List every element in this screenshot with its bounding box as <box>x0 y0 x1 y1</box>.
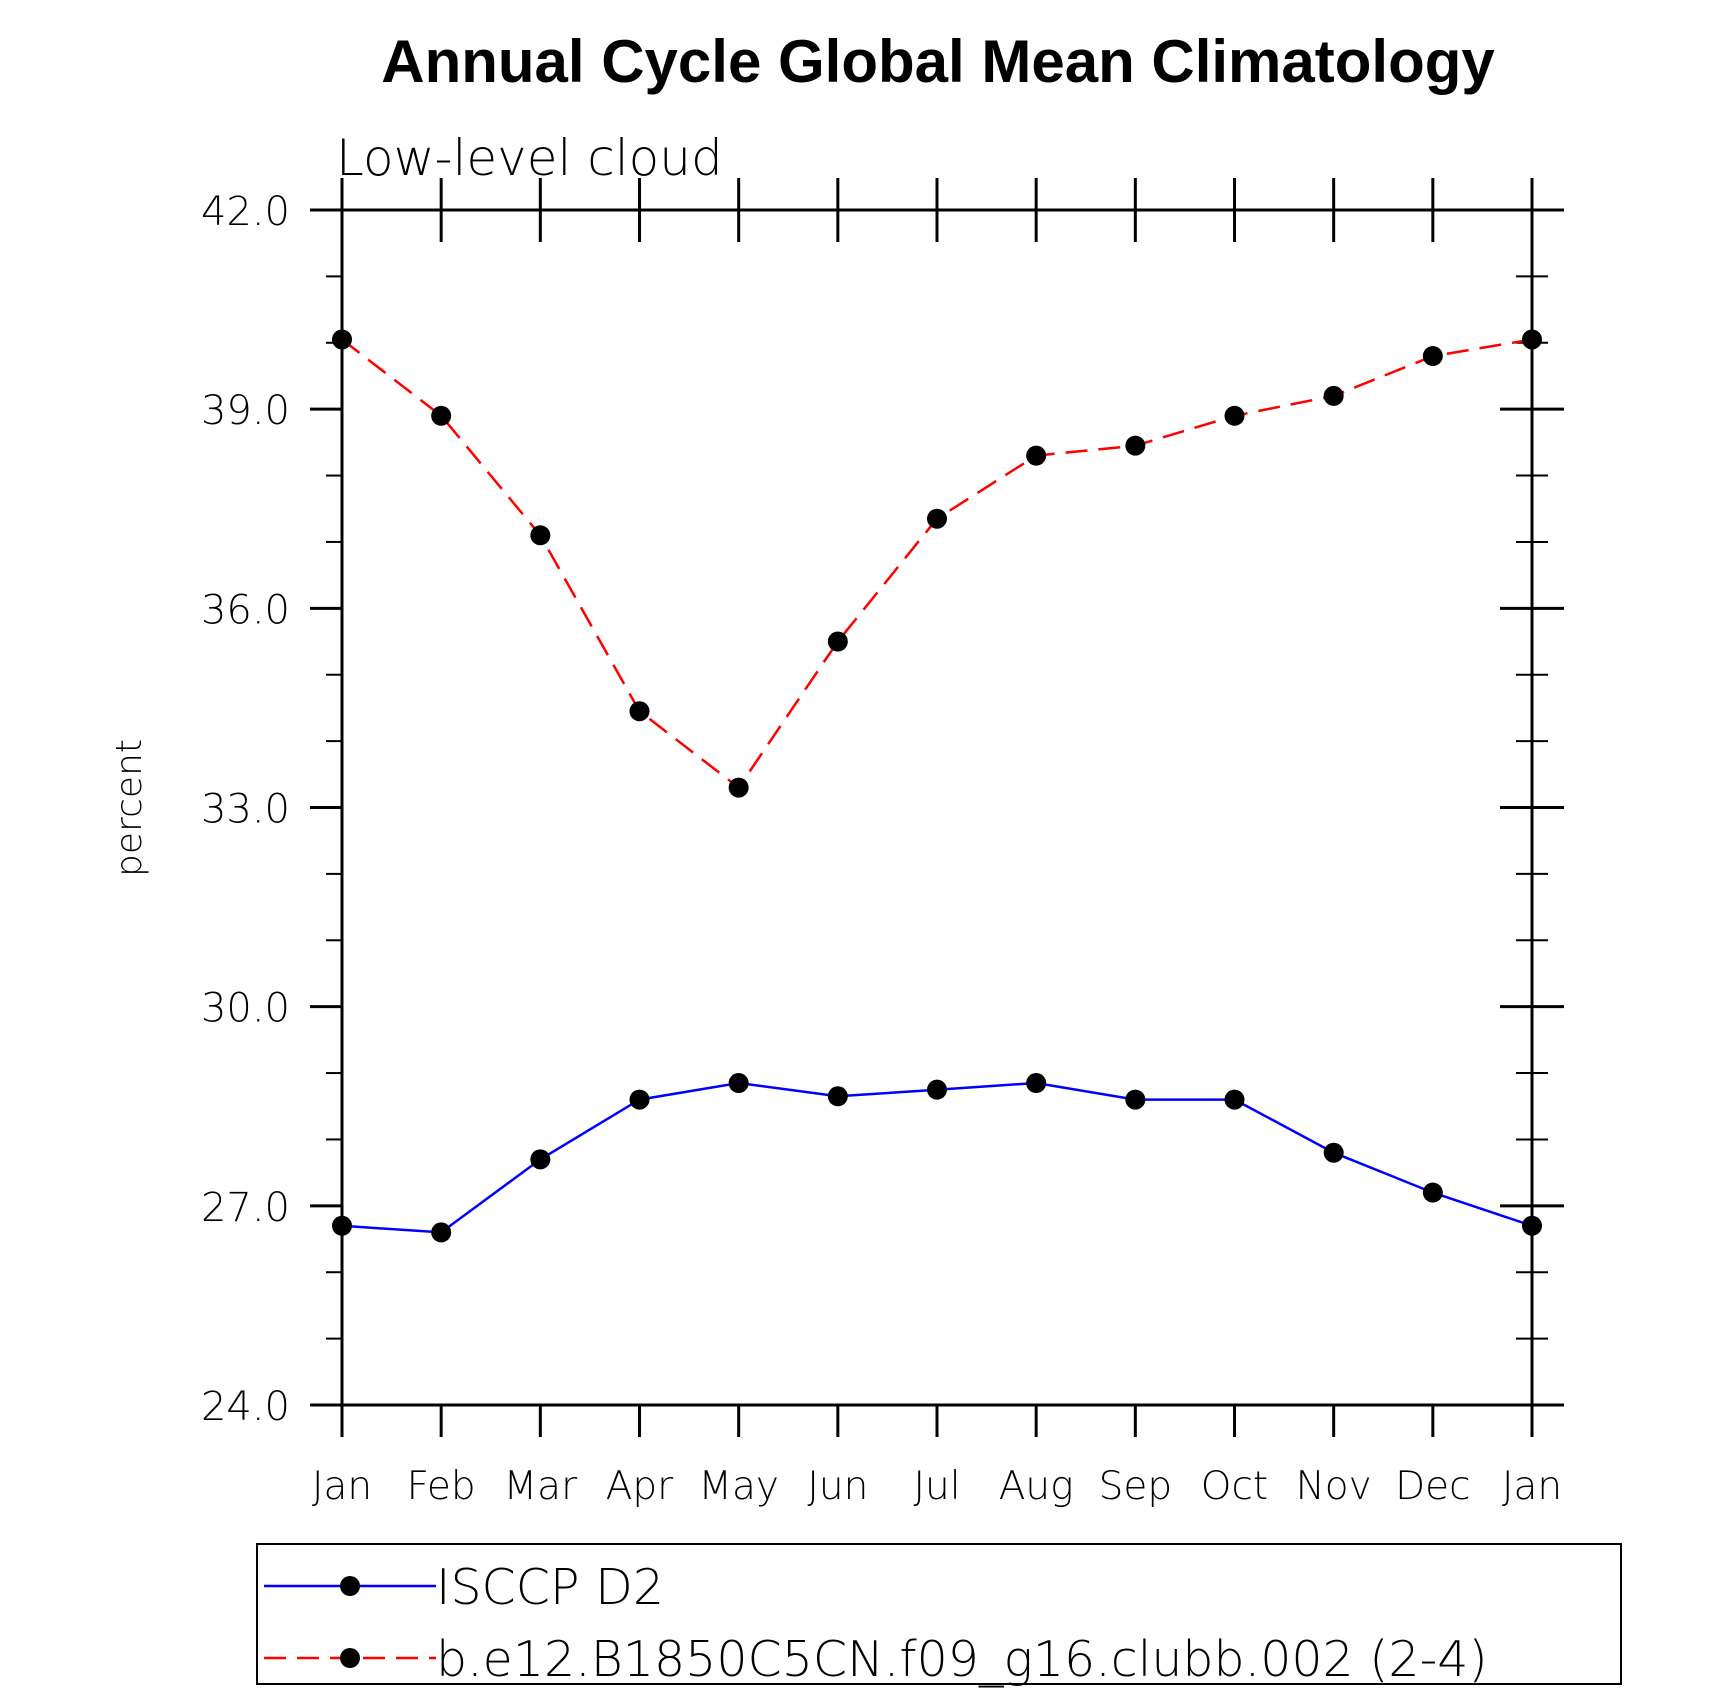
y-tick-label: 24.0 <box>201 1384 290 1430</box>
legend-marker-model <box>340 1648 360 1668</box>
y-tick-label: 33.0 <box>201 787 290 833</box>
data-point <box>629 701 650 722</box>
data-point <box>431 1222 452 1243</box>
x-tick-label: May <box>698 1464 779 1509</box>
data-point <box>1422 1182 1443 1203</box>
chart-title: Annual Cycle Global Mean Climatology <box>381 28 1495 95</box>
data-point <box>1323 1142 1344 1163</box>
data-point <box>927 508 947 529</box>
axes: 24.0 27.0 30.0 33.0 36.0 39.0 42.0 Jan Feb Mar Apr… <box>201 178 1564 1509</box>
x-tick-label: Oct <box>1201 1464 1268 1509</box>
data-point <box>1026 1073 1047 1094</box>
data-point <box>1323 385 1344 406</box>
y-tick-label: 30.0 <box>201 986 290 1032</box>
x-tick-label: Aug <box>999 1464 1074 1509</box>
data-point <box>728 777 749 798</box>
plot-frame <box>340 208 1534 1407</box>
data-point <box>927 1079 947 1100</box>
data-point <box>1224 1089 1245 1110</box>
x-tick-label: Apr <box>606 1464 673 1509</box>
data-point <box>1026 445 1047 466</box>
x-tick-label: Sep <box>1099 1464 1173 1509</box>
plot-series <box>332 329 1542 1243</box>
series-line-1 <box>341 338 1533 790</box>
x-tick-label: Feb <box>407 1464 476 1509</box>
y-axis-label: percent <box>109 739 150 877</box>
x-tick-label: Jul <box>913 1464 960 1509</box>
legend-label-isccp: ISCCP D2 <box>436 1559 664 1616</box>
x-tick-label: Mar <box>504 1464 578 1509</box>
data-point <box>728 1073 749 1094</box>
y-tick-label: 36.0 <box>201 587 290 633</box>
y-tick-label: 27.0 <box>201 1185 290 1231</box>
data-point <box>530 1149 551 1170</box>
x-tick-label: Dec <box>1395 1464 1470 1509</box>
y-tick-label: 39.0 <box>201 388 290 434</box>
x-tick-label: Jun <box>807 1464 868 1509</box>
data-point <box>827 1086 848 1107</box>
legend: ISCCP D2 b.e12.B1850C5CN.f09_g16.clubb.0… <box>256 1543 1622 1688</box>
data-point <box>431 405 452 426</box>
data-point <box>629 1089 650 1110</box>
x-tick-label: Jan <box>1502 1464 1562 1509</box>
legend-marker-isccp <box>340 1576 360 1596</box>
x-tick-label: Nov <box>1296 1464 1372 1509</box>
data-point <box>1422 346 1443 367</box>
data-point <box>827 631 848 652</box>
x-tick-label: Jan <box>312 1464 372 1509</box>
legend-label-model: b.e12.B1850C5CN.f09_g16.clubb.002 (2-4) <box>436 1631 1488 1688</box>
data-point <box>1125 1089 1146 1110</box>
legend-box <box>256 1543 1622 1685</box>
data-point <box>1224 405 1245 426</box>
y-tick-label: 42.0 <box>201 189 290 235</box>
series-line-0 <box>341 1081 1533 1234</box>
chart-subtitle: Low-level cloud <box>336 129 723 187</box>
data-point <box>530 525 551 546</box>
data-point <box>1125 435 1146 456</box>
